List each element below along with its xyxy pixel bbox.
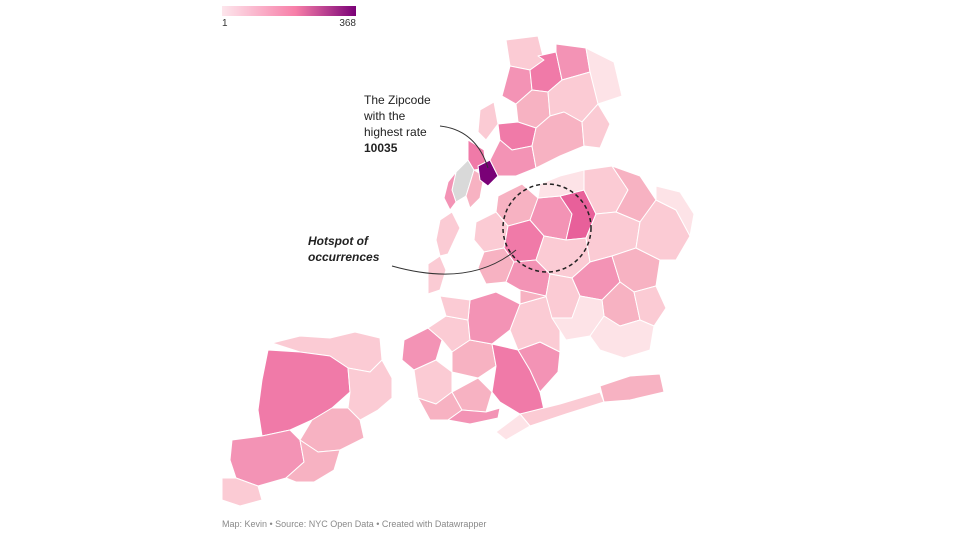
zip-region-bx-southbronx [489,139,537,177]
hotspot-annotation-connector [391,249,517,275]
hotspot-annotation-line2: occurrences [308,250,380,264]
zipcode-annotation-connector [439,125,489,169]
zipcode-annotation-line1: The Zipcode [364,93,431,107]
zip-region-staten-south3 [221,477,263,507]
hotspot-circle [502,183,592,273]
zip-region-qn-jfk [589,315,655,359]
zip-region-staten-south2 [285,439,341,483]
legend-gradient-bar [222,6,356,16]
zip-region-qn-rockaway1 [599,373,665,403]
color-legend: 1 368 [222,6,356,29]
zip-region-bk-bensonhurst [451,377,493,413]
zipcode-annotation-line3: highest rate [364,125,427,139]
zip-region-qn-breezy [495,413,531,441]
source-footer: Map: Kevin • Source: NYC Open Data • Cre… [222,519,487,529]
hotspot-annotation-line1: Hotspot of [308,234,368,248]
zip-region-mn-lower [427,255,447,295]
zipcode-annotation-value: 10035 [364,141,398,155]
zip-region-qn-laurelton [633,285,667,327]
zip-region-qn-glenoaks [655,185,695,237]
zip-region-bk-bushwick [467,291,521,345]
hotspot-annotation: Hotspot of occurrences [308,233,418,265]
zip-region-bk-williamsburg [439,295,471,321]
zipcode-annotation: The Zipcode with the highest rate 10035 [364,92,484,156]
zip-region-mn-washheights [477,101,499,141]
legend-max-label: 368 [339,18,356,29]
zip-region-staten-east [347,359,393,421]
zip-region-mn-uws [443,171,457,211]
zip-region-qn-whitestone [537,169,585,199]
zip-region-mn-midtown [435,211,461,257]
zip-region-bk-coney [447,407,501,425]
legend-min-label: 1 [222,18,228,29]
zip-region-bx-throgs [581,103,611,149]
zipcode-annotation-line2: with the [364,109,406,123]
zip-region-qn-howard [551,295,605,341]
